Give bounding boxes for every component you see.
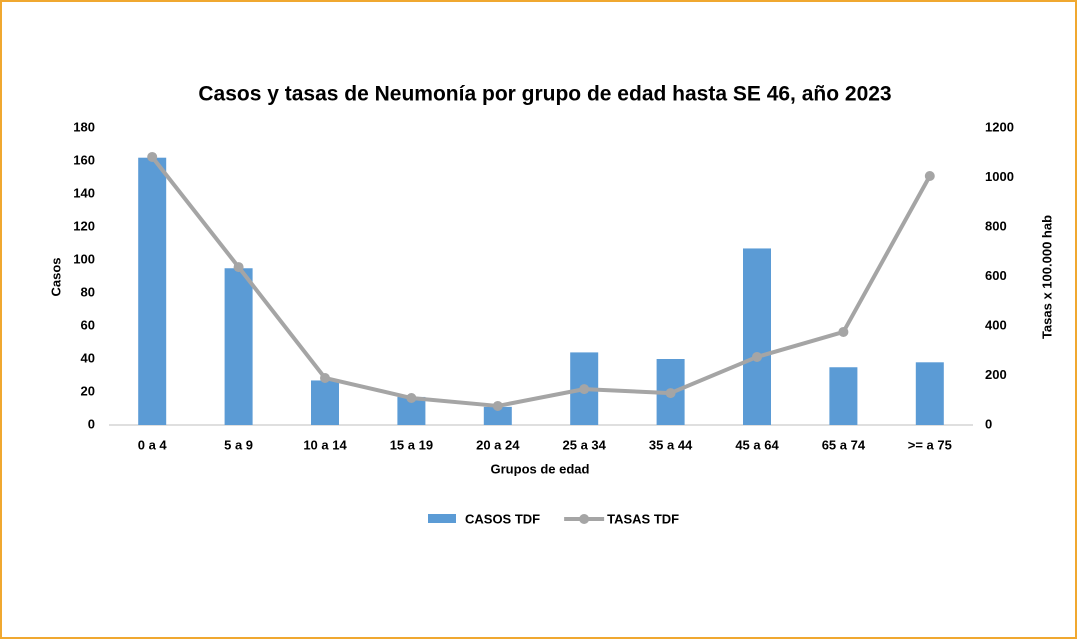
point [924,171,935,182]
x-tick-label: 10 a 14 [303,437,347,452]
y-tick-label: 140 [73,185,95,200]
line [150,155,932,408]
x-tick-label: 5 a 9 [224,437,253,452]
y-tick-label: 60 [81,317,95,332]
point [320,372,330,383]
y-axis-label: Casos [48,257,63,296]
y2-tick-label: 1000 [985,169,1014,184]
point [579,384,590,395]
legend-swatch [428,514,456,523]
legend-swatch [579,514,590,524]
bar [829,367,858,425]
y-tick-label: 120 [73,218,95,233]
x-tick-label: >= a 75 [908,437,952,452]
x-tick-label: 45 a 64 [735,437,779,452]
bar [311,380,339,425]
x-tick-label: 35 a 44 [649,437,693,452]
point [838,326,849,337]
x-tick-label: 15 a 19 [390,437,433,452]
point [406,393,417,404]
chart-title: Casos y tasas de Neumonía por grupo de e… [198,83,891,106]
legend-label: CASOS TDF [465,511,540,526]
point [752,351,762,362]
x-tick-label: 65 a 74 [822,437,866,452]
x-axis-label: Grupos de edad [491,461,590,476]
x-tick-label: 20 a 24 [476,437,520,452]
y-tick-label: 180 [73,119,95,134]
x-tick-label: 25 a 34 [563,437,607,452]
y-tick-label: 100 [73,251,95,266]
y2-tick-label: 600 [985,268,1007,283]
y2-tick-label: 200 [985,367,1007,382]
y2-tick-label: 400 [985,317,1007,332]
bar [915,362,944,425]
legend-label: TASAS TDF [607,511,679,526]
point [665,388,676,399]
bar [138,157,167,425]
bar [483,406,512,425]
y2-tick-label: 1200 [985,119,1014,134]
y2-axis-label: Tasas x 100.000 hab [1039,215,1054,339]
y-tick-label: 160 [73,152,95,167]
bar [224,268,253,425]
point [492,400,503,411]
y2-tick-label: 800 [985,218,1007,233]
y-tick-label: 0 [88,416,95,431]
y2-tick-label: 0 [985,416,992,431]
point [233,262,244,273]
bar [743,248,771,425]
y-tick-label: 20 [81,383,95,398]
y-tick-label: 40 [81,350,95,365]
x-tick-label: 0 a 4 [138,437,168,452]
y-tick-label: 80 [81,284,95,299]
point [147,151,158,162]
